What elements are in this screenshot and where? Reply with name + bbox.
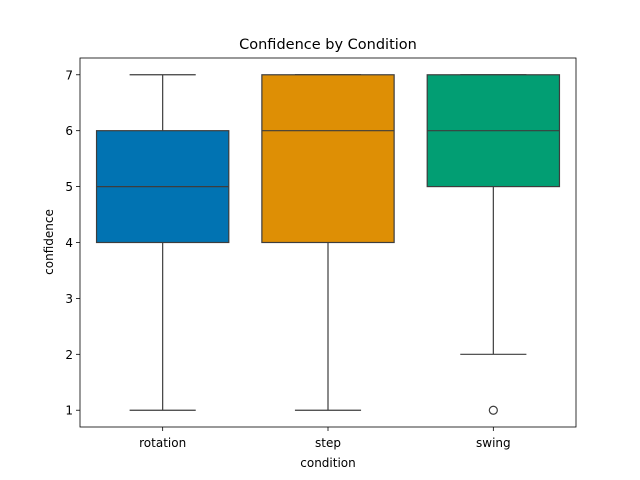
- x-axis-label: condition: [300, 456, 355, 470]
- x-tick-label-rotation: rotation: [139, 436, 186, 450]
- y-tick-label-7: 7: [65, 68, 73, 82]
- box-group-swing: [426, 74, 561, 415]
- y-tick-label-6: 6: [65, 124, 73, 138]
- y-tick-label-3: 3: [65, 292, 73, 306]
- y-tick-label-4: 4: [65, 236, 73, 250]
- y-tick-label-5: 5: [65, 180, 73, 194]
- chart-title: Confidence by Condition: [239, 37, 417, 53]
- y-tick-label-1: 1: [65, 404, 73, 418]
- box-group-rotation: [95, 74, 230, 411]
- x-axis: rotation step swing: [139, 427, 511, 450]
- x-tick-label-swing: swing: [476, 436, 511, 450]
- y-tick-label-2: 2: [65, 348, 73, 362]
- y-axis: 1 2 3 4 5 6 7: [65, 68, 80, 418]
- box-step: [261, 74, 395, 244]
- box-group-step: [261, 74, 395, 411]
- x-tick-label-step: step: [315, 436, 341, 450]
- outlier-swing-0: [488, 405, 498, 415]
- y-axis-label: confidence: [42, 209, 56, 275]
- boxes-layer: [95, 74, 561, 415]
